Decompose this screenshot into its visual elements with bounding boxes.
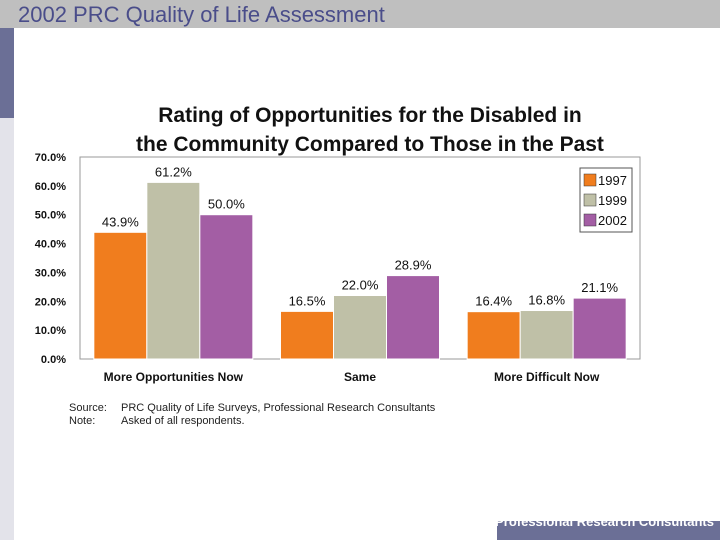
note-label: Note:	[69, 415, 96, 427]
bar-1999	[519, 310, 574, 360]
source-label: Source:	[69, 402, 107, 414]
legend-swatch-1997	[583, 173, 597, 187]
page-title: 2002 PRC Quality of Life Assessment	[18, 2, 385, 27]
bar-1999	[146, 181, 201, 360]
footer-bar: Professional Research Consultants	[497, 521, 720, 540]
data-label: 61.2%	[155, 164, 192, 179]
legend-swatch-2002	[583, 213, 597, 227]
bar-1997	[466, 311, 521, 360]
legend-label-1999: 1999	[598, 193, 627, 208]
note-text: Asked of all respondents.	[121, 415, 245, 427]
left-accent-bar	[0, 0, 14, 540]
header-bar: 2002 PRC Quality of Life Assessment	[0, 0, 720, 28]
y-tick-label: 50.0%	[35, 210, 66, 222]
legend-label-1997: 1997	[598, 173, 627, 188]
bar-1999	[333, 295, 387, 360]
y-tick-label: 40.0%	[35, 239, 66, 251]
left-accent-bar-dark	[0, 0, 14, 118]
note-row: Note: Asked of all respondents.	[69, 415, 435, 428]
footer-text: Professional Research Consultants	[497, 521, 714, 529]
chart-title-line-1: Rating of Opportunities for the Disabled…	[158, 104, 582, 127]
source-row: Source: PRC Quality of Life Surveys, Prof…	[69, 402, 435, 415]
chart-title-line-2: the Community Compared to Those in the P…	[136, 133, 604, 156]
bar-2002	[386, 275, 440, 360]
y-tick-label: 10.0%	[35, 325, 66, 337]
x-tick-label: Same	[344, 370, 376, 384]
bar-chart: 0.0% 10.0% 20.0% 30.0% 40.0% 50.0% 60.0% 70.0% 4…	[35, 152, 641, 384]
y-tick-label: 0.0%	[41, 354, 66, 366]
data-label: 50.0%	[208, 197, 245, 212]
data-label: 43.9%	[102, 214, 139, 229]
bar-2002	[572, 297, 627, 360]
data-label: 28.9%	[395, 258, 432, 273]
bar-1997	[280, 310, 334, 360]
x-tick-label: More Difficult Now	[494, 370, 600, 384]
y-tick-label: 30.0%	[35, 267, 66, 279]
y-tick-label: 70.0%	[35, 152, 66, 164]
data-label: 16.4%	[475, 294, 512, 309]
data-label: 21.1%	[581, 280, 618, 295]
y-tick-label: 60.0%	[35, 181, 66, 193]
footnotes: Source: PRC Quality of Life Surveys, Prof…	[69, 402, 435, 428]
chart-title: Rating of Opportunities for the Disabled…	[60, 101, 680, 159]
x-tick-label: More Opportunities Now	[104, 370, 244, 384]
data-label: 16.5%	[289, 293, 326, 308]
y-tick-label: 20.0%	[35, 296, 66, 308]
source-text: PRC Quality of Life Surveys, Professiona…	[121, 402, 436, 414]
bar-1997	[93, 231, 148, 360]
legend-swatch-1999	[583, 193, 597, 207]
data-label: 22.0%	[342, 278, 379, 293]
legend-label-2002: 2002	[598, 213, 627, 228]
bar-2002	[199, 214, 254, 360]
data-label: 16.8%	[528, 293, 565, 308]
